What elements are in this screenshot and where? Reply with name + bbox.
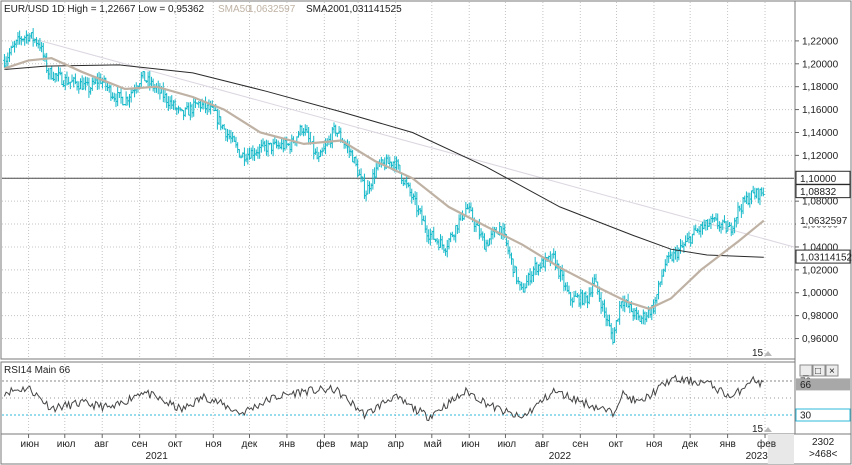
rsi-header: RSI14 Main 66 xyxy=(4,365,71,376)
month-label: ноя xyxy=(205,439,222,450)
close-button[interactable]: × xyxy=(825,364,839,377)
rsi-axis-label: 30 xyxy=(800,411,812,422)
month-label: янв xyxy=(279,439,295,450)
rsi-level-box xyxy=(795,408,851,422)
month-label: сен xyxy=(132,439,148,450)
sma50-line xyxy=(4,56,765,310)
maximize-button[interactable]: □ xyxy=(812,364,826,377)
time-axis[interactable]: июн июл авг сен окт ноя дек янв фев мар апр май июн и… xyxy=(21,434,777,462)
price-tick-label: 1,04000 xyxy=(802,242,839,253)
month-label: июл xyxy=(497,439,516,450)
price-axis[interactable]: 1,22000 1,20000 1,18000 1,16000 1,14000 1,120… xyxy=(795,36,852,345)
rsi-axis: 706630 xyxy=(795,377,851,422)
price-tick-label: 1,00000 xyxy=(802,288,839,299)
price-tick-label: 0,96000 xyxy=(802,334,839,345)
month-label: ноя xyxy=(646,439,663,450)
year-label: 2021 xyxy=(146,451,169,462)
month-label: янв xyxy=(720,439,736,450)
price-tick-label: 0,98000 xyxy=(802,311,839,322)
visible-bars-text: >468< xyxy=(809,449,838,460)
trend-line[interactable] xyxy=(28,36,795,248)
price-tick-label: 1,14000 xyxy=(802,128,839,139)
price-label: 1,10000 xyxy=(800,174,837,185)
price-candles xyxy=(3,28,765,345)
month-label: мар xyxy=(350,439,368,450)
month-label: сен xyxy=(572,439,588,450)
bar-count-text: 2302 xyxy=(812,437,835,448)
price-tick-label: 1,18000 xyxy=(802,82,839,93)
sma200-line xyxy=(4,64,764,258)
price-label: 1,08832 xyxy=(800,187,837,198)
chart-header-sma200-label: SMA200 xyxy=(306,4,345,15)
month-label: дек xyxy=(682,439,698,450)
main-count-badge: 15 xyxy=(752,348,764,359)
month-label: авг xyxy=(535,439,550,450)
month-label: окт xyxy=(168,439,183,450)
svg-text:×: × xyxy=(829,366,835,377)
minimize-button[interactable]: _ xyxy=(799,364,813,377)
chart-header-sma50-label: SMA50 xyxy=(218,4,251,15)
month-label: фев xyxy=(757,438,776,450)
price-label: 1,0632597 xyxy=(800,216,848,227)
year-label: 2023 xyxy=(746,451,769,462)
rsi-count-arrow-icon xyxy=(764,427,772,432)
main-grid xyxy=(2,2,794,358)
month-label: май xyxy=(424,439,442,450)
price-tick-label: 1,22000 xyxy=(802,36,839,47)
main-count-arrow-icon xyxy=(764,351,772,356)
month-label: июн xyxy=(461,439,480,450)
price-tick-label: 1,16000 xyxy=(802,105,839,116)
rsi-line xyxy=(3,374,764,422)
month-label: фев xyxy=(316,438,335,450)
rsi-count-badge: 15 xyxy=(752,424,764,435)
price-label-bg xyxy=(796,213,850,227)
chart-header-symbol: EUR/USD 1D High = 1,22667 Low = 0,95362 xyxy=(4,4,205,15)
time-axis-future-shade xyxy=(767,434,794,464)
month-label: дек xyxy=(242,439,258,450)
chart-header-sma200-value: 1,031141525 xyxy=(344,4,402,15)
month-label: авг xyxy=(94,439,109,450)
svg-text:□: □ xyxy=(815,366,821,377)
rsi-value-box xyxy=(796,378,850,391)
month-label: апр xyxy=(388,439,405,450)
month-label: окт xyxy=(609,439,624,450)
time-axis-frame xyxy=(0,433,852,465)
year-label: 2022 xyxy=(549,451,572,462)
svg-text:_: _ xyxy=(802,366,809,377)
price-tick-label: 1,02000 xyxy=(802,265,839,276)
price-label-box xyxy=(795,184,851,199)
rsi-axis-label: 66 xyxy=(800,380,812,391)
month-label: июн xyxy=(21,439,40,450)
price-tick-label: 1,08000 xyxy=(802,197,839,208)
price-tick-label: 1,12000 xyxy=(802,151,839,162)
price-tick-label: 1,20000 xyxy=(802,59,839,70)
month-label: июл xyxy=(57,439,76,450)
chart-header-sma50-value: 1,0632597 xyxy=(248,4,296,15)
price-label: 1,031141525 xyxy=(800,253,852,264)
price-label-box xyxy=(795,249,851,264)
main-panel-frame xyxy=(0,0,796,360)
